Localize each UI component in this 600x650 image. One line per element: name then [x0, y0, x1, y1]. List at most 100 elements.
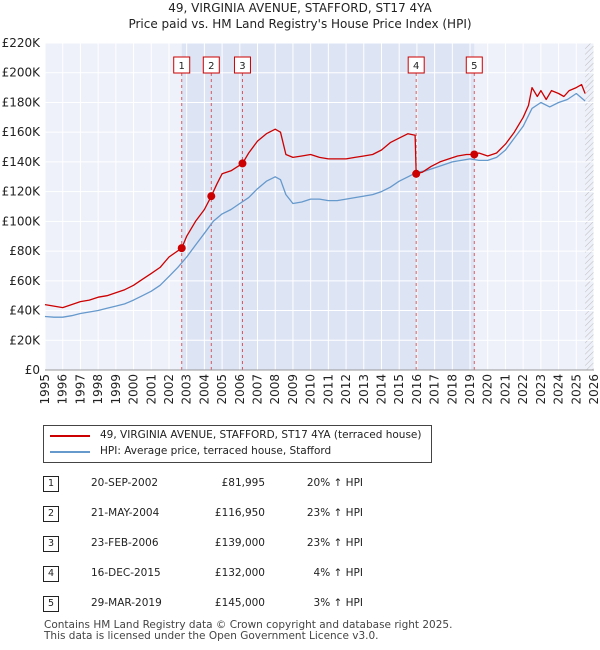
- x-tick-label: 1995: [38, 374, 52, 405]
- hpi-line: [44, 92, 586, 318]
- x-tick-label: 2022: [516, 374, 530, 405]
- transaction-number-label: 5: [471, 61, 477, 72]
- x-tick-label: 2012: [339, 374, 353, 405]
- legend-label-hpi: HPI: Average price, terraced house, Staf…: [100, 445, 332, 457]
- x-tick-label: 2015: [392, 374, 406, 405]
- x-tick-label: 2019: [463, 374, 477, 405]
- x-tick-label: 2000: [127, 374, 141, 405]
- table-row: 1 20-SEP-2002 £81,995 20% ↑ HPI: [43, 474, 463, 504]
- x-tick-label: 2011: [321, 374, 335, 405]
- transaction-hpi-diff: 20% ↑ HPI: [306, 477, 363, 489]
- transaction-date: 20-SEP-2002: [91, 477, 159, 489]
- x-tick-label: 2001: [144, 374, 158, 405]
- transaction-price: £116,950: [214, 507, 265, 519]
- transaction-point: [207, 192, 216, 201]
- x-tick-label: 2006: [233, 374, 247, 405]
- y-tick-label: £220K: [2, 36, 42, 50]
- y-tick-label: £160K: [2, 125, 42, 139]
- legend-swatch-property: [50, 435, 90, 437]
- y-tick-label: £0: [25, 363, 40, 377]
- transaction-number: 3: [43, 536, 59, 552]
- table-row: 5 29-MAR-2019 £145,000 3% ↑ HPI: [43, 594, 463, 624]
- x-tick-label: 2023: [534, 374, 548, 405]
- x-tick-label: 2005: [215, 374, 229, 405]
- x-tick-label: 2007: [251, 374, 265, 405]
- transaction-price: £139,000: [214, 537, 265, 549]
- transaction-hpi-diff: 23% ↑ HPI: [306, 537, 363, 549]
- transaction-number-label: 4: [413, 61, 419, 72]
- x-tick-label: 2002: [162, 374, 176, 405]
- legend-swatch-hpi: [50, 451, 90, 453]
- table-row: 2 21-MAY-2004 £116,950 23% ↑ HPI: [43, 504, 463, 534]
- transaction-date: 21-MAY-2004: [91, 507, 160, 519]
- transaction-date: 16-DEC-2015: [91, 567, 161, 579]
- x-tick-label: 2026: [587, 374, 600, 405]
- y-tick-label: £120K: [2, 185, 42, 199]
- x-tick-label: 2014: [374, 374, 388, 405]
- legend: 49, VIRGINIA AVENUE, STAFFORD, ST17 4YA …: [43, 425, 432, 463]
- y-tick-label: £140K: [2, 155, 42, 169]
- x-tick-label: 2018: [445, 374, 459, 405]
- x-tick-label: 2024: [552, 374, 566, 405]
- x-tick-label: 2017: [428, 374, 442, 405]
- transaction-date: 29-MAR-2019: [91, 597, 162, 609]
- y-tick-label: £100K: [2, 214, 42, 228]
- transaction-price: £132,000: [214, 567, 265, 579]
- transaction-number: 1: [43, 476, 59, 492]
- x-tick-label: 2010: [304, 374, 318, 405]
- transaction-price: £81,995: [221, 477, 265, 489]
- transactions-table: 1 20-SEP-2002 £81,995 20% ↑ HPI 2 21-MAY…: [43, 474, 463, 624]
- property-price-line: [44, 83, 586, 309]
- transaction-point: [470, 150, 479, 159]
- transaction-hpi-diff: 4% ↑ HPI: [313, 567, 363, 579]
- x-tick-label: 2016: [410, 374, 424, 405]
- price-chart: 49, VIRGINIA AVENUE, STAFFORD, ST17 4YA …: [2, 1, 600, 405]
- x-tick-label: 1996: [56, 374, 70, 405]
- x-tick-label: 2013: [357, 374, 371, 405]
- x-tick-label: 2025: [569, 374, 583, 405]
- transaction-number-label: 1: [179, 61, 185, 72]
- x-tick-label: 2021: [498, 374, 512, 405]
- transaction-point: [177, 244, 186, 253]
- transaction-number-box: [465, 56, 483, 74]
- transaction-number-box: [407, 56, 425, 74]
- x-tick-label: 1997: [73, 374, 87, 405]
- y-tick-label: £80K: [9, 244, 41, 258]
- transaction-number-box: [233, 56, 251, 74]
- x-tick-label: 1998: [91, 374, 105, 405]
- y-tick-label: £40K: [9, 304, 41, 318]
- transaction-number-label: 2: [208, 61, 214, 72]
- y-tick-label: £60K: [9, 274, 41, 288]
- x-tick-label: 2009: [286, 374, 300, 405]
- footer-copyright: Contains HM Land Registry data © Crown c…: [44, 619, 453, 631]
- x-tick-label: 1999: [109, 374, 123, 405]
- transaction-number-box: [202, 56, 220, 74]
- chart-subtitle: Price paid vs. HM Land Registry's House …: [128, 17, 471, 31]
- transaction-number: 5: [43, 596, 59, 612]
- y-tick-label: £180K: [2, 95, 42, 109]
- transaction-price: £145,000: [214, 597, 265, 609]
- transaction-hpi-diff: 3% ↑ HPI: [313, 597, 363, 609]
- footer-license: This data is licensed under the Open Gov…: [44, 630, 379, 642]
- transaction-hpi-diff: 23% ↑ HPI: [306, 507, 363, 519]
- legend-label-property: 49, VIRGINIA AVENUE, STAFFORD, ST17 4YA …: [100, 429, 422, 441]
- transaction-number-label: 3: [239, 61, 245, 72]
- transaction-number: 2: [43, 506, 59, 522]
- x-tick-label: 2004: [197, 374, 211, 405]
- chart-title: 49, VIRGINIA AVENUE, STAFFORD, ST17 4YA: [168, 1, 432, 15]
- y-tick-label: £200K: [2, 66, 42, 80]
- footer: Contains HM Land Registry data © Crown c…: [44, 620, 452, 642]
- table-row: 3 23-FEB-2006 £139,000 23% ↑ HPI: [43, 534, 463, 564]
- future-period-hatch: [585, 43, 594, 370]
- transaction-number-box: [173, 56, 191, 74]
- y-tick-label: £20K: [9, 333, 41, 347]
- transaction-point: [412, 169, 421, 178]
- x-tick-label: 2003: [180, 374, 194, 405]
- transaction-number: 4: [43, 566, 59, 582]
- x-tick-label: 2020: [481, 374, 495, 405]
- table-row: 4 16-DEC-2015 £132,000 4% ↑ HPI: [43, 564, 463, 594]
- x-tick-label: 2008: [268, 374, 282, 405]
- transaction-date: 23-FEB-2006: [91, 537, 159, 549]
- transaction-point: [238, 159, 247, 168]
